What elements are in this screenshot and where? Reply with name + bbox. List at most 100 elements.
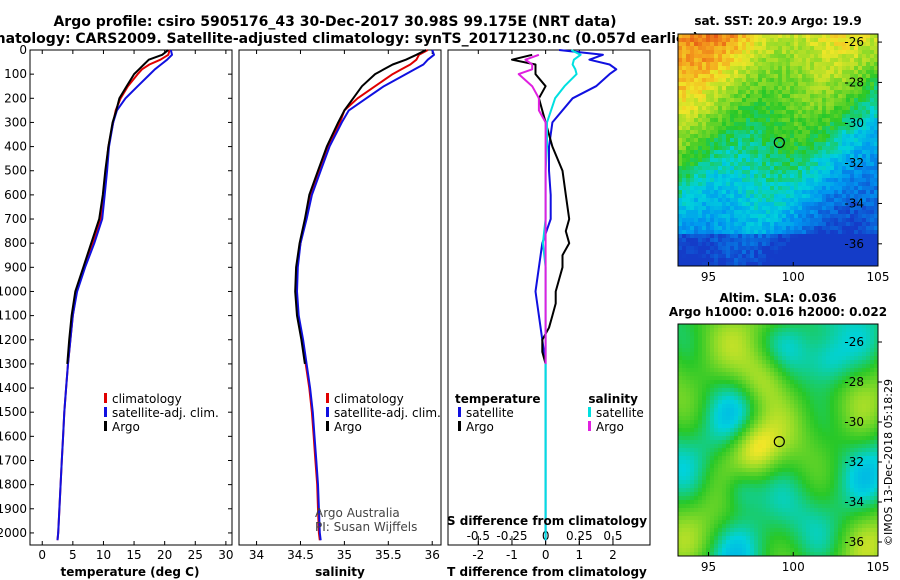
map-cell [694,440,699,445]
map-cell [678,98,683,103]
map-cell [830,42,835,47]
map-cell [754,396,759,401]
map-cell [686,372,691,377]
map-cell [782,86,787,91]
map-cell [794,230,799,235]
map-cell [790,222,795,227]
map-cell [830,110,835,115]
map-cell [730,154,735,159]
map-cell [742,250,747,255]
map-cell [742,58,747,63]
map-cell [846,210,851,215]
map-cell [842,46,847,51]
map-cell [678,348,683,353]
map-cell [842,262,847,267]
map-cell [830,166,835,171]
map-cell [710,368,715,373]
map-cell [834,452,839,457]
map-cell [870,336,875,341]
map-cell [874,42,879,47]
map-cell [798,388,803,393]
map-cell [718,226,723,231]
map-cell [874,150,879,155]
map-cell [830,226,835,231]
map-cell [766,206,771,211]
map-cell [738,384,743,389]
map-cell [682,202,687,207]
map-cell [874,234,879,239]
difference-legend-temperature: temperature satellite Argo [455,392,540,434]
map-cell [746,190,751,195]
map-cell [874,432,879,437]
map-cell [690,340,695,345]
map-cell [818,50,823,55]
map-cell [694,34,699,39]
map-cell [822,332,827,337]
map-cell [834,170,839,175]
map-cell [714,340,719,345]
map-cell [706,118,711,123]
map-cell [818,456,823,461]
map-cell [818,238,823,243]
map-cell [734,222,739,227]
map-cell [778,428,783,433]
map-cell [838,344,843,349]
map-cell [830,440,835,445]
map-cell [714,432,719,437]
map-cell [862,456,867,461]
map-cell [822,364,827,369]
map-cell [782,66,787,71]
map-cell [786,214,791,219]
map-cell [686,344,691,349]
map-cell [854,46,859,51]
map-cell [798,436,803,441]
x-tick-label: 25 [188,548,203,562]
map-cell [734,194,739,199]
map-cell [690,162,695,167]
map-cell [766,380,771,385]
map-cell [822,62,827,67]
map-cell [806,436,811,441]
map-cell [806,106,811,111]
map-cell [690,210,695,215]
map-cell [706,38,711,43]
map-cell [794,150,799,155]
map-cell [846,456,851,461]
map-cell [778,122,783,127]
map-cell [822,372,827,377]
map-cell [742,324,747,329]
map-cell [790,424,795,429]
map-cell [850,198,855,203]
map-cell [730,118,735,123]
map-cell [790,122,795,127]
map-cell [698,102,703,107]
map-cell [826,412,831,417]
map-cell [798,428,803,433]
map-cell [746,66,751,71]
map-cell [706,182,711,187]
map-cell [694,106,699,111]
map-cell [698,198,703,203]
map-cell [762,460,767,465]
map-cell [738,78,743,83]
map-cell [798,218,803,223]
map-cell [810,420,815,425]
map-cell [830,396,835,401]
map-cell [782,62,787,67]
map-cell [862,424,867,429]
map-cell [678,238,683,243]
map-cell [774,42,779,47]
map-cell [754,94,759,99]
map-cell [694,448,699,453]
map-cell [806,90,811,95]
map-cell [718,106,723,111]
map-cell [758,62,763,67]
map-cell [730,368,735,373]
map-cell [686,226,691,231]
map-cell [758,110,763,115]
map-cell [694,70,699,75]
map-cell [766,78,771,83]
map-cell [750,38,755,43]
map-cell [870,98,875,103]
map-cell [786,198,791,203]
